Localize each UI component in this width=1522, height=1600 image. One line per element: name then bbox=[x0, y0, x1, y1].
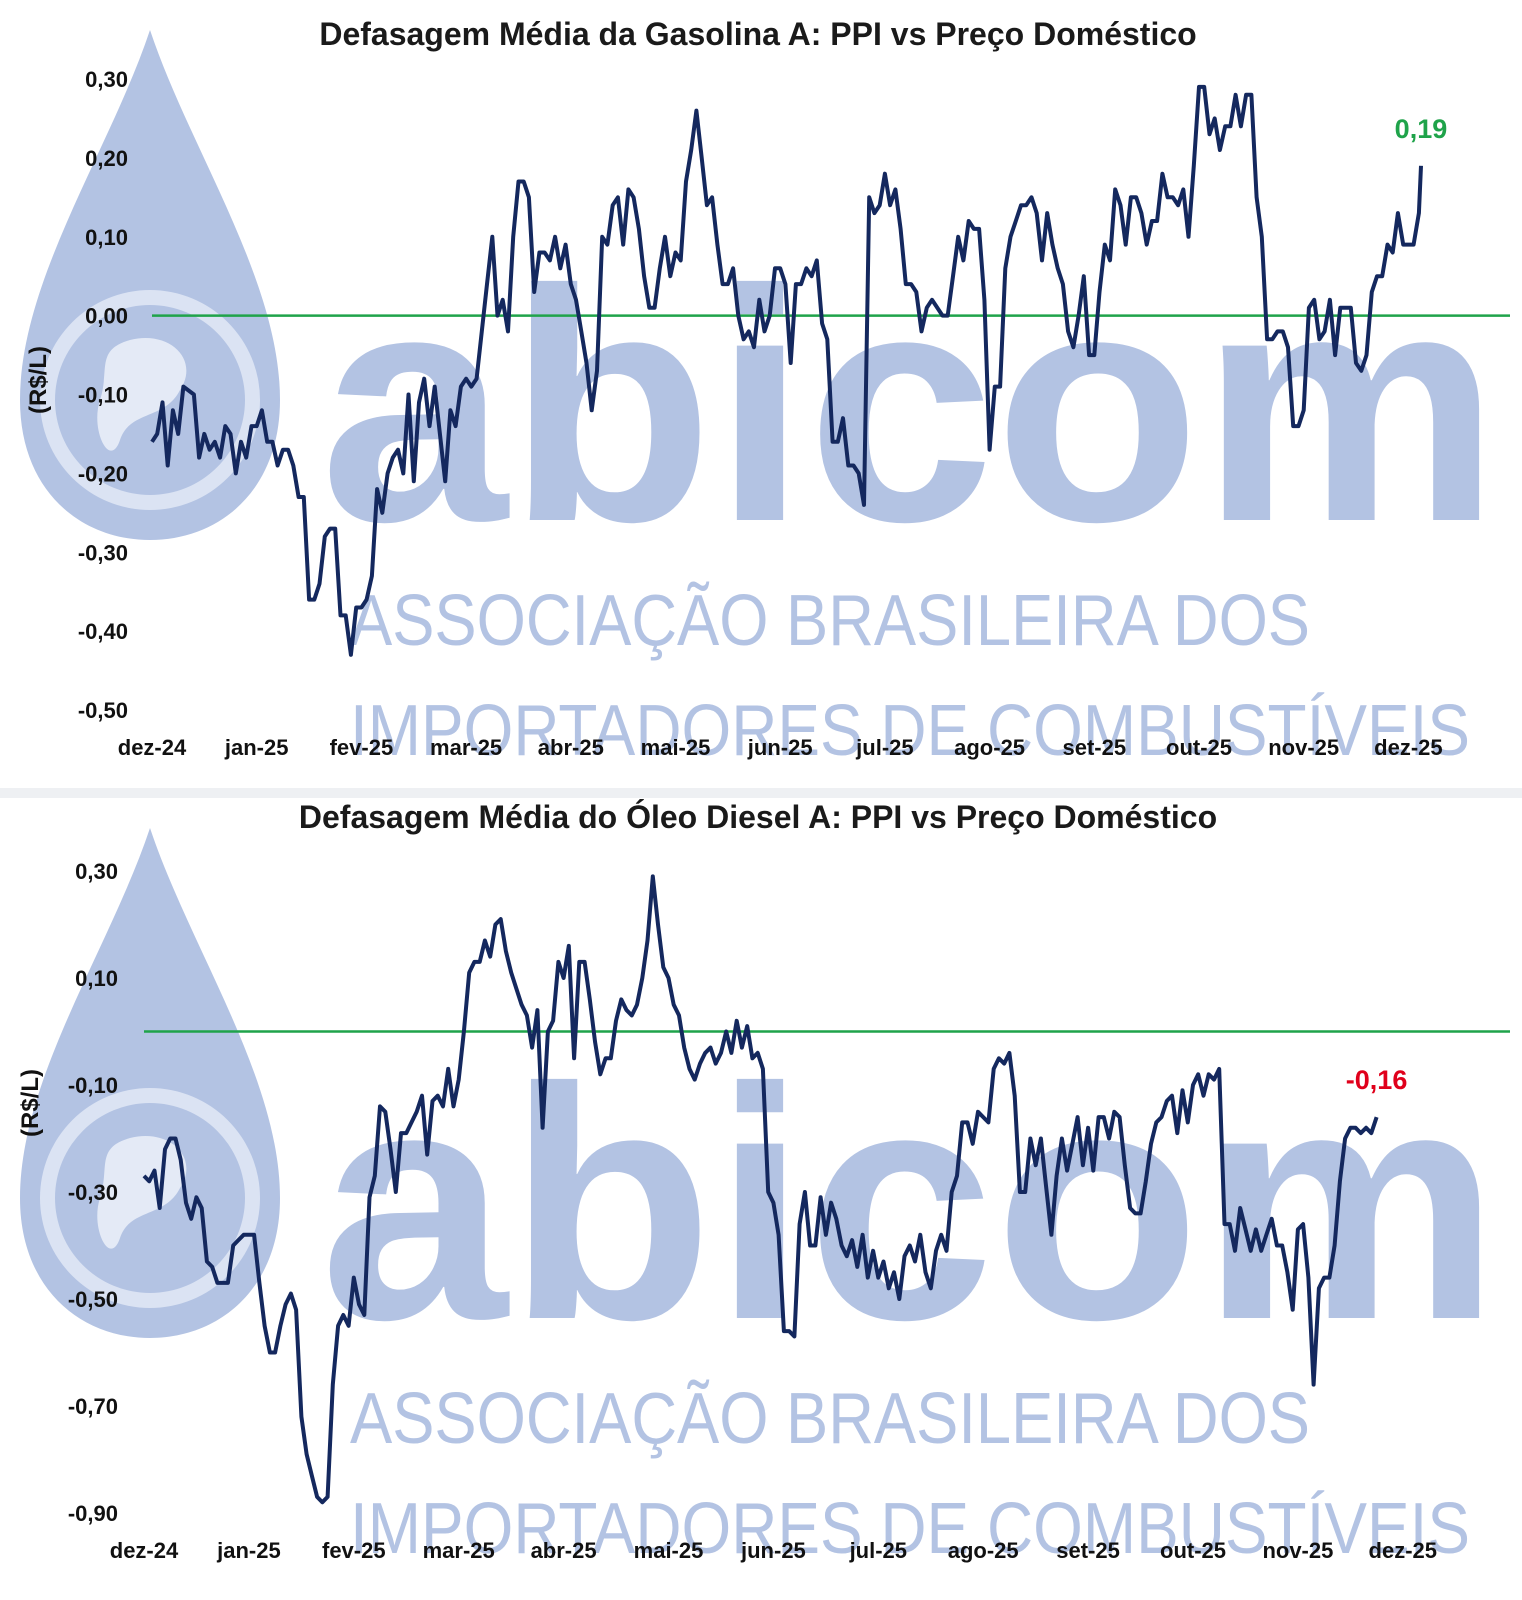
y-tick-label: 0,30 bbox=[75, 859, 118, 884]
x-tick-label: dez-25 bbox=[1374, 735, 1442, 760]
diesel-chart-panel: abicom ASSOCIAÇÃO BRASILEIRA DOS IMPORTA… bbox=[0, 798, 1522, 1600]
watermark-line1: ASSOCIAÇÃO BRASILEIRA DOS bbox=[350, 1379, 1310, 1459]
x-tick-label: ago-25 bbox=[954, 735, 1025, 760]
x-tick-label: dez-25 bbox=[1369, 1538, 1437, 1563]
y-tick-label: 0,20 bbox=[85, 146, 128, 171]
x-tick-label: dez-24 bbox=[118, 735, 187, 760]
diesel-chart: abicom ASSOCIAÇÃO BRASILEIRA DOS IMPORTA… bbox=[17, 799, 1510, 1569]
x-tick-label: mai-25 bbox=[641, 735, 711, 760]
series-line bbox=[150, 84, 1423, 657]
y-tick-label: 0,10 bbox=[85, 225, 128, 250]
x-tick-label: out-25 bbox=[1160, 1538, 1226, 1563]
y-tick-label: -0,10 bbox=[68, 1073, 118, 1098]
x-tick-label: fev-25 bbox=[322, 1538, 386, 1563]
last-value-label: -0,16 bbox=[1346, 1065, 1408, 1095]
y-tick-label: -0,90 bbox=[68, 1501, 118, 1526]
x-tick-label: mai-25 bbox=[634, 1538, 704, 1563]
y-axis-label: (R$/L) bbox=[25, 346, 52, 414]
x-tick-label: jan-25 bbox=[216, 1538, 281, 1563]
abicom-drop-logo bbox=[20, 30, 280, 540]
y-tick-label: 0,10 bbox=[75, 966, 118, 991]
x-tick-label: mar-25 bbox=[423, 1538, 495, 1563]
chart-title: Defasagem Média do Óleo Diesel A: PPI vs… bbox=[299, 799, 1217, 835]
abicom-watermark: abicom ASSOCIAÇÃO BRASILEIRA DOS IMPORTA… bbox=[20, 828, 1500, 1569]
x-tick-label: abr-25 bbox=[538, 735, 604, 760]
x-tick-label: abr-25 bbox=[531, 1538, 597, 1563]
y-tick-label: 0,00 bbox=[85, 304, 128, 329]
last-value-label: 0,19 bbox=[1395, 114, 1448, 144]
panel-divider bbox=[0, 788, 1522, 800]
y-tick-label: -0,30 bbox=[78, 540, 128, 565]
x-tick-label: fev-25 bbox=[330, 735, 394, 760]
x-tick-label: jun-25 bbox=[747, 735, 813, 760]
x-tick-label: nov-25 bbox=[1268, 735, 1339, 760]
x-tick-label: mar-25 bbox=[430, 735, 502, 760]
gasoline-chart-panel: abicom ASSOCIAÇÃO BRASILEIRA DOS IMPORTA… bbox=[0, 0, 1522, 790]
x-tick-label: set-25 bbox=[1056, 1538, 1120, 1563]
watermark-logo-word: abicom bbox=[320, 1019, 1500, 1388]
y-tick-labels: 0,30 0,10 -0,10 -0,30 -0,50 -0,70 -0,90 bbox=[68, 859, 118, 1526]
x-tick-label: ago-25 bbox=[948, 1538, 1019, 1563]
x-tick-label: jul-25 bbox=[855, 735, 913, 760]
y-tick-label: -0,30 bbox=[68, 1180, 118, 1205]
abicom-drop-logo bbox=[20, 828, 280, 1338]
y-tick-label: -0,10 bbox=[78, 383, 128, 408]
y-tick-label: -0,50 bbox=[78, 698, 128, 723]
x-tick-labels: dez-24 jan-25 fev-25 mar-25 abr-25 mai-25 jun-… bbox=[118, 735, 1443, 760]
y-tick-label: -0,70 bbox=[68, 1394, 118, 1419]
y-tick-label: -0,40 bbox=[78, 619, 128, 644]
y-tick-label: -0,50 bbox=[68, 1287, 118, 1312]
watermark-line2: IMPORTADORES DE COMBUSTÍVEIS bbox=[350, 1489, 1470, 1569]
x-tick-label: jan-25 bbox=[224, 735, 289, 760]
watermark-logo-word: abicom bbox=[320, 221, 1500, 590]
y-tick-label: 0,30 bbox=[85, 67, 128, 92]
x-tick-label: nov-25 bbox=[1262, 1538, 1333, 1563]
y-axis-label: (R$/L) bbox=[17, 1069, 44, 1137]
watermark-line2: IMPORTADORES DE COMBUSTÍVEIS bbox=[350, 691, 1470, 771]
chart-title: Defasagem Média da Gasolina A: PPI vs Pr… bbox=[319, 16, 1196, 52]
y-tick-labels: 0,30 0,20 0,10 0,00 -0,10 -0,20 -0,30 -0,40 -0,5… bbox=[78, 67, 128, 723]
gasoline-chart: abicom ASSOCIAÇÃO BRASILEIRA DOS IMPORTA… bbox=[20, 16, 1510, 771]
x-tick-label: jun-25 bbox=[740, 1538, 806, 1563]
series-line bbox=[142, 874, 1379, 1505]
x-tick-label: jul-25 bbox=[849, 1538, 907, 1563]
watermark-line1: ASSOCIAÇÃO BRASILEIRA DOS bbox=[350, 581, 1310, 661]
abicom-watermark: abicom ASSOCIAÇÃO BRASILEIRA DOS IMPORTA… bbox=[20, 30, 1500, 771]
y-tick-label: -0,20 bbox=[78, 461, 128, 486]
x-tick-label: dez-24 bbox=[110, 1538, 179, 1563]
x-tick-labels: dez-24 jan-25 fev-25 mar-25 abr-25 mai-25 jun-… bbox=[110, 1538, 1437, 1563]
x-tick-label: set-25 bbox=[1063, 735, 1127, 760]
x-tick-label: out-25 bbox=[1166, 735, 1232, 760]
